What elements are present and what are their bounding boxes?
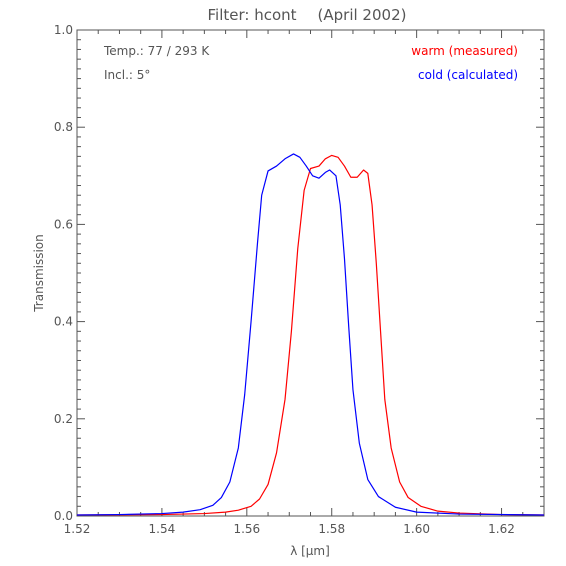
x-tick-label: 1.62 — [488, 522, 515, 536]
x-axis-label: λ [μm] — [290, 544, 330, 558]
x-tick-label: 1.54 — [149, 522, 176, 536]
legend-warm-measured: warm (measured) — [411, 44, 518, 58]
series-lines — [76, 153, 545, 516]
y-tick-label: 0.4 — [54, 315, 73, 329]
y-tick-label: 0.8 — [54, 120, 73, 134]
temperature-annotation: Temp.: 77 / 293 K — [103, 44, 210, 58]
inclination-annotation: Incl.: 5° — [104, 68, 150, 82]
x-tick-label: 1.56 — [233, 522, 260, 536]
series-cold-calculated-line — [76, 153, 545, 516]
x-tick-label: 1.58 — [318, 522, 345, 536]
y-tick-label: 1.0 — [54, 23, 73, 37]
x-axis-ticks: 1.52 1.54 1.56 1.58 1.60 1.62 — [64, 30, 545, 536]
chart-title-filter: Filter: hcont — [207, 6, 296, 24]
y-axis-ticks: 0.0 0.2 0.4 0.6 0.8 1.0 — [54, 23, 544, 523]
plot-frame — [76, 29, 545, 517]
chart-title-date: (April 2002) — [318, 6, 407, 24]
y-tick-label: 0.6 — [54, 217, 73, 231]
y-tick-label: 0.0 — [54, 509, 73, 523]
y-axis-label: Transmission — [32, 234, 46, 313]
legend-cold-calculated: cold (calculated) — [418, 68, 518, 82]
series-warm-measured-line — [76, 154, 545, 516]
x-tick-label: 1.52 — [64, 522, 91, 536]
x-tick-label: 1.60 — [403, 522, 430, 536]
y-tick-label: 0.2 — [54, 412, 73, 426]
